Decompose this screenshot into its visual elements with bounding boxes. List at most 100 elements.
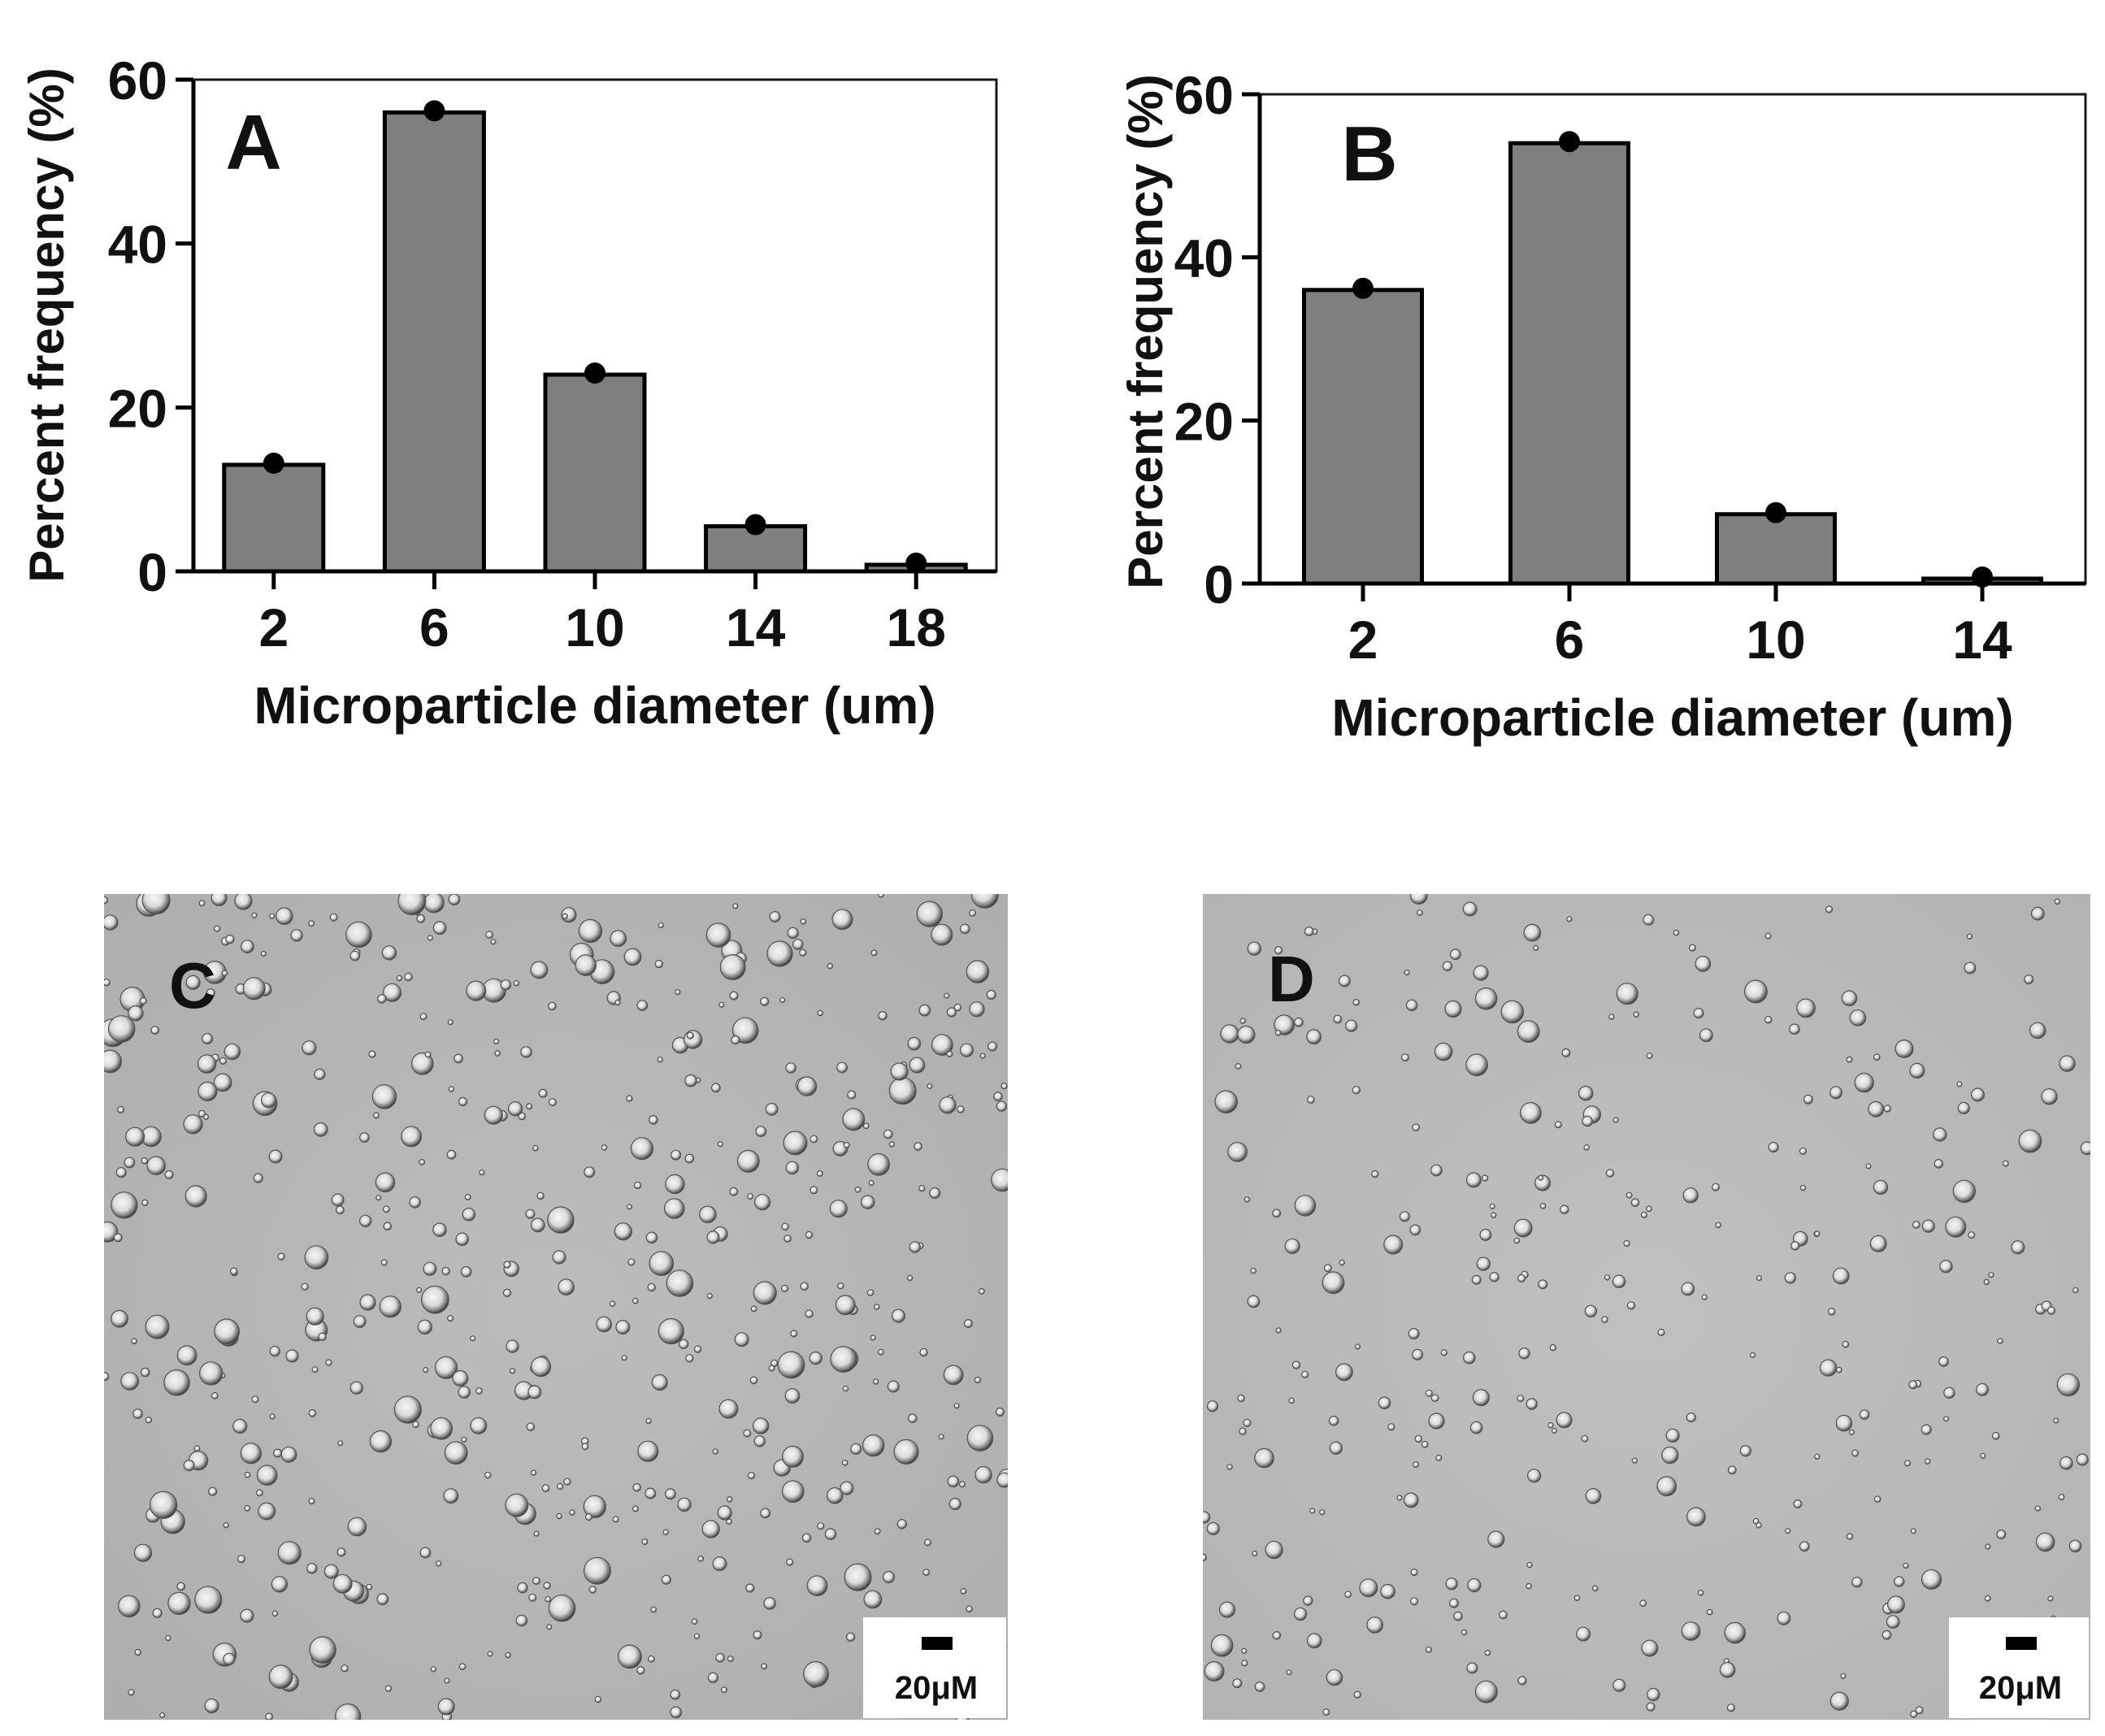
- particle: [518, 1112, 527, 1121]
- particle: [1487, 1530, 1505, 1548]
- particle: [1910, 1710, 1918, 1718]
- particle: [799, 948, 807, 957]
- particle: [769, 910, 781, 922]
- particle: [2011, 1240, 2025, 1255]
- particle: [452, 1369, 469, 1387]
- particle: [545, 1595, 552, 1603]
- particle: [906, 1274, 914, 1282]
- particle: [765, 1102, 779, 1116]
- particle: [1387, 1423, 1395, 1431]
- particle: [1345, 1019, 1358, 1032]
- particle: [648, 1655, 655, 1663]
- particle: [1985, 1543, 1991, 1550]
- particle: [1665, 1428, 1680, 1443]
- particle: [466, 980, 487, 1001]
- particle: [662, 1529, 669, 1535]
- particle: [1934, 1159, 1944, 1169]
- particle: [1835, 1414, 1853, 1432]
- particle: [1412, 1123, 1421, 1132]
- particle: [1272, 1631, 1282, 1640]
- particle: [334, 1703, 362, 1720]
- particle: [323, 1564, 339, 1579]
- particle: [280, 1446, 297, 1463]
- particle: [269, 1413, 276, 1420]
- particle: [1434, 1042, 1453, 1061]
- particle: [946, 1050, 953, 1057]
- particle: [1462, 901, 1478, 917]
- particle: [1980, 1452, 1986, 1459]
- particle: [1430, 1164, 1443, 1177]
- particle: [2080, 1141, 2090, 1156]
- particle: [626, 1204, 633, 1210]
- particle: [594, 1695, 602, 1703]
- x-axis-title-a: Microparticle diameter (um): [254, 676, 935, 735]
- particle: [953, 1003, 962, 1012]
- particle: [111, 1309, 128, 1328]
- particle: [701, 1520, 720, 1539]
- particle: [1403, 1492, 1419, 1508]
- particle: [1976, 1382, 1990, 1396]
- particle: [359, 1294, 376, 1311]
- particle: [1448, 1598, 1459, 1608]
- micrograph-d-scale-bar-box: 20μM: [1949, 1617, 2089, 1718]
- particle: [530, 1356, 552, 1378]
- particle: [1352, 999, 1361, 1006]
- particle: [909, 1241, 921, 1253]
- particle: [947, 1475, 960, 1488]
- particle: [1380, 1583, 1395, 1599]
- data-point-b-2: [1352, 277, 1374, 299]
- particle: [710, 1083, 721, 1093]
- particle: [615, 1319, 631, 1335]
- particle: [645, 1487, 657, 1499]
- particle: [443, 1488, 459, 1504]
- particle: [269, 1345, 280, 1357]
- particle: [675, 988, 681, 996]
- particle: [1840, 1673, 1847, 1679]
- particle: [373, 1112, 380, 1119]
- particle: [1868, 1100, 1885, 1118]
- particle: [381, 945, 397, 961]
- particle: [530, 961, 549, 979]
- particle: [256, 1465, 278, 1486]
- particle: [1893, 1576, 1905, 1587]
- particle: [931, 923, 953, 946]
- particle: [601, 1144, 608, 1151]
- particle: [712, 1448, 719, 1455]
- particle: [1500, 1000, 1525, 1024]
- bar-a-10: [543, 372, 647, 574]
- particle: [830, 1346, 857, 1373]
- particle: [1526, 1469, 1542, 1483]
- y-axis-title-b: Percent frequency (%): [1118, 74, 1173, 589]
- particle: [717, 1505, 732, 1521]
- particle: [1243, 1418, 1252, 1427]
- particle: [650, 1606, 658, 1613]
- particle: [1484, 1649, 1491, 1656]
- particle: [383, 1222, 393, 1231]
- particle: [401, 1126, 423, 1148]
- particle: [792, 939, 804, 950]
- particle: [1416, 909, 1423, 916]
- particle: [1526, 1561, 1533, 1569]
- data-point-a-2: [263, 452, 284, 474]
- particle: [715, 1652, 725, 1663]
- particle: [1489, 1203, 1495, 1209]
- particle: [461, 1436, 467, 1443]
- particle: [877, 1348, 884, 1356]
- particle: [1206, 1400, 1219, 1413]
- particle: [1921, 1569, 1942, 1590]
- particle: [104, 1372, 110, 1382]
- particle: [768, 1365, 775, 1372]
- particle: [229, 1267, 238, 1275]
- particle: [1241, 1660, 1248, 1667]
- particle: [1661, 1446, 1679, 1465]
- particle: [827, 1486, 844, 1504]
- particle: [596, 1316, 612, 1333]
- particle: [1491, 1212, 1497, 1218]
- particle: [1460, 1629, 1468, 1636]
- particle: [397, 894, 427, 916]
- particle: [241, 940, 254, 953]
- particle: [888, 1077, 917, 1105]
- particle: [1425, 1389, 1433, 1397]
- particle: [918, 1004, 931, 1017]
- particle: [632, 1297, 639, 1304]
